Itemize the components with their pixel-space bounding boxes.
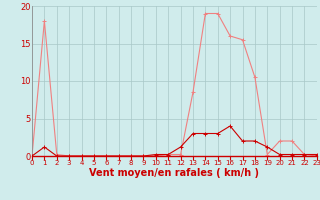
X-axis label: Vent moyen/en rafales ( km/h ): Vent moyen/en rafales ( km/h ) [89,168,260,178]
